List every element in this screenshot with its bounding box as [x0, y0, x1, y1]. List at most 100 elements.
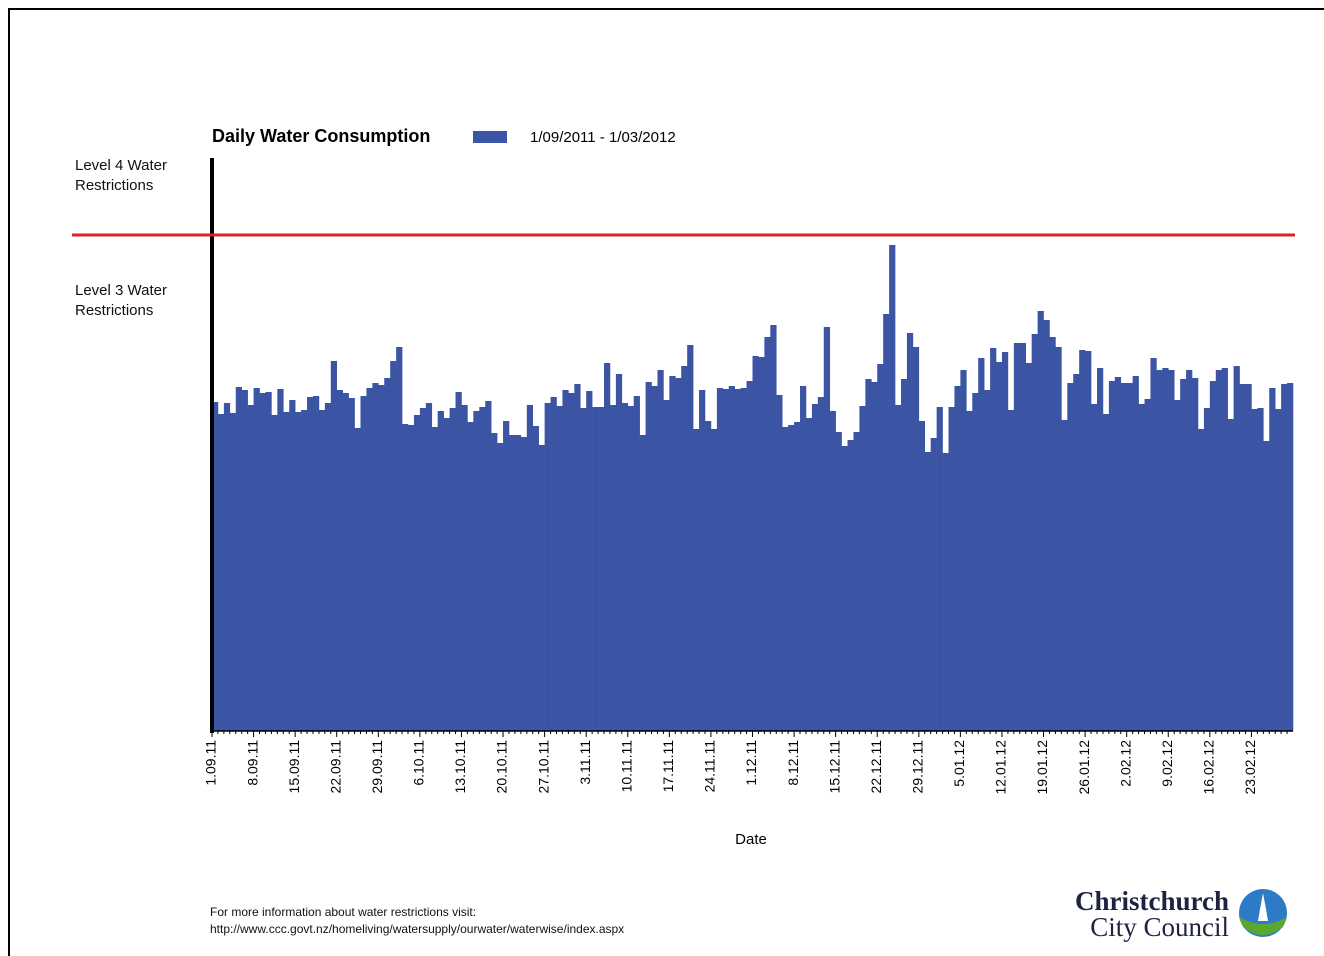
bar [437, 411, 444, 731]
logo-line: Christchurch [1074, 886, 1229, 916]
bar [990, 348, 997, 731]
bar [871, 382, 878, 731]
bar [271, 415, 278, 731]
bar [788, 425, 795, 731]
bar [996, 362, 1003, 731]
x-tick-label: 26.01.12 [1076, 740, 1092, 795]
bar [1251, 409, 1258, 731]
bar [1197, 429, 1205, 731]
bar [930, 438, 937, 731]
bar [372, 383, 379, 731]
logo-line: City Council [1090, 912, 1229, 942]
bar [1120, 383, 1127, 731]
bar [538, 445, 545, 731]
bar [1150, 358, 1157, 731]
bar [229, 413, 237, 731]
x-tick-label: 23.02.12 [1242, 740, 1258, 795]
x-tick-label: 3.11.11 [577, 740, 593, 785]
bar [1096, 368, 1104, 731]
bar [1209, 381, 1217, 731]
bar [235, 387, 242, 731]
bar [324, 403, 332, 731]
bar [984, 390, 991, 731]
bar [1031, 334, 1038, 731]
bar [413, 415, 421, 731]
x-tick-label: 13.10.11 [452, 740, 468, 794]
bar [1085, 351, 1092, 731]
bar [800, 386, 807, 731]
bar [1138, 404, 1145, 731]
bar [336, 390, 343, 731]
bar [669, 376, 676, 731]
bar [859, 406, 866, 731]
x-tick-label: 22.12.11 [868, 740, 884, 794]
x-tick-label: 27.10.11 [535, 740, 551, 794]
annotation: Level 4 Water Restrictions [75, 157, 167, 194]
bar [746, 381, 753, 731]
bar [461, 405, 468, 731]
bar [556, 406, 563, 731]
bar [776, 395, 783, 731]
bar [782, 427, 789, 731]
bar [805, 418, 813, 731]
bar [1227, 419, 1234, 731]
bar [1061, 420, 1068, 731]
bar [223, 403, 231, 731]
bar [906, 333, 914, 731]
bar [1043, 320, 1050, 731]
bar [1269, 388, 1276, 731]
bar [948, 407, 955, 731]
bar [639, 435, 646, 731]
bar [1037, 311, 1044, 731]
bar [485, 401, 492, 731]
x-tick-label: 29.12.11 [910, 740, 926, 794]
bar [366, 388, 373, 731]
bar [396, 347, 403, 731]
x-axis-label: Date [735, 831, 767, 848]
bar [1073, 374, 1080, 731]
bar [467, 422, 474, 731]
bar [497, 443, 504, 731]
x-tick-label: 2.02.12 [1117, 740, 1133, 787]
bar [865, 379, 872, 731]
footer-url: http://www.ccc.govt.nz/homeliving/waters… [210, 922, 625, 936]
bar [978, 358, 985, 731]
x-tick-label: 1.09.11 [203, 740, 219, 786]
bar [663, 400, 670, 731]
bar [817, 397, 825, 731]
page-frame [8, 8, 1324, 956]
x-tick-label: 9.02.12 [1159, 740, 1175, 787]
bar [1114, 377, 1122, 731]
x-tick-label: 10.11.11 [618, 740, 634, 793]
bar [966, 411, 973, 731]
bar [449, 408, 456, 731]
bar [562, 390, 569, 731]
x-tick-label: 16.02.12 [1201, 740, 1217, 795]
bar [301, 410, 308, 731]
bar [704, 421, 712, 731]
bar [615, 374, 623, 731]
footer-text: For more information about water restric… [210, 905, 477, 919]
bar [924, 452, 931, 731]
bar [318, 410, 326, 731]
bar [841, 446, 848, 731]
bar [532, 426, 539, 731]
bar [1156, 370, 1163, 731]
bar [1192, 378, 1199, 731]
bar [1233, 366, 1240, 731]
bar [1275, 409, 1282, 731]
bar [918, 421, 926, 731]
bar [402, 424, 409, 731]
bar [942, 453, 949, 731]
bar [710, 429, 718, 731]
bar [1287, 383, 1294, 731]
bar [699, 390, 706, 731]
bar [419, 408, 427, 731]
bar [693, 429, 700, 731]
bar [1203, 408, 1211, 731]
bar [1221, 368, 1228, 731]
bar [794, 422, 801, 731]
bar [1079, 350, 1086, 731]
bar [241, 390, 248, 731]
